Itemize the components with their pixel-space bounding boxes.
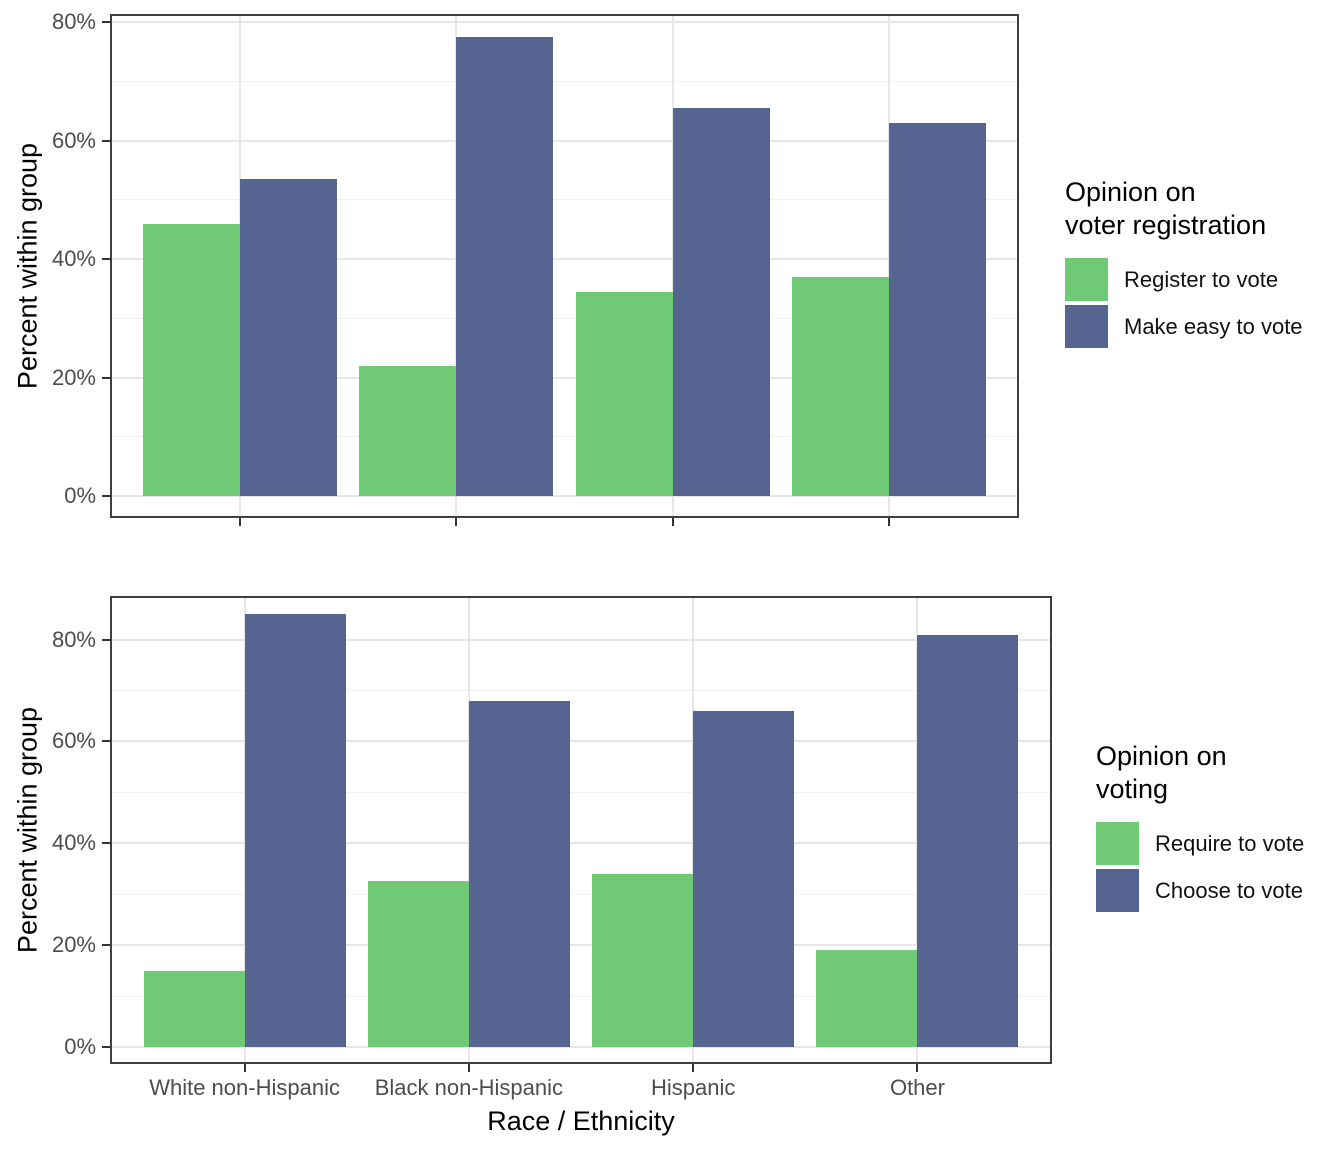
legend-swatch-green <box>1096 822 1139 865</box>
x-tick-mark <box>243 1064 246 1072</box>
gridline-major-y <box>110 638 1052 641</box>
x-axis-title: Race / Ethnicity <box>487 1106 675 1136</box>
bar-make-easy-to-vote <box>456 37 554 496</box>
bar-make-easy-to-vote <box>889 122 987 496</box>
y-tick-mark <box>102 495 110 497</box>
y-tick-mark <box>102 842 110 845</box>
bar-choose-to-vote <box>468 700 570 1047</box>
bar-choose-to-vote <box>693 710 795 1047</box>
legend-label: Choose to vote <box>1155 877 1303 903</box>
legend-title-line-2: voter registration <box>1065 210 1267 240</box>
bar-choose-to-vote <box>244 614 346 1047</box>
gridline-major-y <box>110 1046 1052 1048</box>
gridline-major-y <box>110 740 1052 743</box>
y-tick-mark <box>102 258 110 261</box>
bar-register-to-vote <box>792 276 890 496</box>
y-tick-label: 0% <box>64 483 96 508</box>
bar-require-to-vote <box>592 873 694 1047</box>
legend-voting: Opinion on voting Require to vote Choose… <box>1096 740 1304 912</box>
legend-swatch-blue <box>1065 305 1108 348</box>
legend-entry: Require to vote <box>1096 822 1304 865</box>
legend-label: Require to vote <box>1155 830 1305 856</box>
x-tick-label: White non-Hispanic <box>149 1075 340 1100</box>
legend-title-line-1: Opinion on <box>1065 177 1196 207</box>
x-tick-mark <box>888 518 891 526</box>
gridline-major-y <box>110 842 1052 845</box>
x-tick-mark <box>467 1064 470 1072</box>
gridline-minor-y <box>110 690 1052 692</box>
legend-swatch-green <box>1065 258 1108 301</box>
legend-voter-registration: Opinion on voter registration Register t… <box>1065 176 1303 348</box>
gridline-major-y <box>110 139 1019 142</box>
legend-title-line-2: voting <box>1096 774 1169 804</box>
bar-require-to-vote <box>143 970 245 1047</box>
y-tick-label: 0% <box>64 1034 96 1059</box>
gridline-minor-y <box>110 81 1019 83</box>
x-tick-label: Black non-Hispanic <box>374 1075 564 1100</box>
bar-register-to-vote <box>575 291 673 496</box>
gridline-minor-y <box>110 317 1019 319</box>
bar-register-to-vote <box>142 223 240 496</box>
gridline-major-y <box>110 376 1019 379</box>
gridline-minor-y <box>110 893 1052 895</box>
legend-entry: Make easy to vote <box>1065 305 1303 348</box>
bar-make-easy-to-vote <box>672 108 770 496</box>
legend-entry: Register to vote <box>1065 258 1303 301</box>
x-tick-mark <box>238 518 241 526</box>
y-tick-label: 80% <box>51 9 96 35</box>
legend-title-line-1: Opinion on <box>1096 741 1227 771</box>
y-tick-label: 40% <box>51 246 96 272</box>
y-tick-mark <box>102 376 110 379</box>
x-tick-label: Hispanic <box>650 1075 736 1100</box>
bar-require-to-vote <box>816 950 918 1047</box>
y-tick-mark <box>102 21 110 24</box>
x-tick-label: Other <box>889 1075 945 1100</box>
gridline-minor-y <box>110 791 1052 793</box>
legend-title: Opinion on voting <box>1096 740 1304 806</box>
y-tick-label: 80% <box>51 626 96 652</box>
gridline-minor-y <box>110 436 1019 438</box>
x-tick-mark <box>455 518 458 526</box>
y-tick-label: 20% <box>51 932 96 958</box>
x-tick-mark <box>692 1064 695 1072</box>
legend-label: Register to vote <box>1124 266 1279 292</box>
y-tick-mark <box>102 944 110 947</box>
y-axis-title: Percent within group <box>12 706 43 954</box>
y-tick-mark <box>102 740 110 743</box>
gridline-minor-y <box>110 199 1019 201</box>
gridline-major-y <box>110 258 1019 261</box>
gridline-major-y <box>110 21 1019 24</box>
legend-entries: Register to vote Make easy to vote <box>1065 258 1303 348</box>
bar-register-to-vote <box>359 365 457 496</box>
bar-require-to-vote <box>367 881 469 1047</box>
gridline-minor-y <box>110 995 1052 997</box>
y-tick-mark <box>102 139 110 142</box>
legend-label: Make easy to vote <box>1124 313 1303 339</box>
y-tick-label: 60% <box>51 127 96 153</box>
y-tick-label: 20% <box>51 364 96 390</box>
gridline-major-y <box>110 495 1019 497</box>
bar-choose-to-vote <box>917 634 1019 1047</box>
gridline-major-y <box>110 944 1052 947</box>
legend-entry: Choose to vote <box>1096 869 1304 912</box>
y-tick-label: 40% <box>51 830 96 856</box>
y-tick-mark <box>102 1046 110 1048</box>
y-tick-mark <box>102 638 110 641</box>
legend-entries: Require to vote Choose to vote <box>1096 822 1304 912</box>
legend-swatch-blue <box>1096 869 1139 912</box>
x-tick-mark <box>671 518 674 526</box>
legend-title: Opinion on voter registration <box>1065 176 1303 242</box>
bar-make-easy-to-vote <box>239 179 337 496</box>
y-tick-label: 60% <box>51 728 96 754</box>
x-tick-mark <box>916 1064 919 1072</box>
